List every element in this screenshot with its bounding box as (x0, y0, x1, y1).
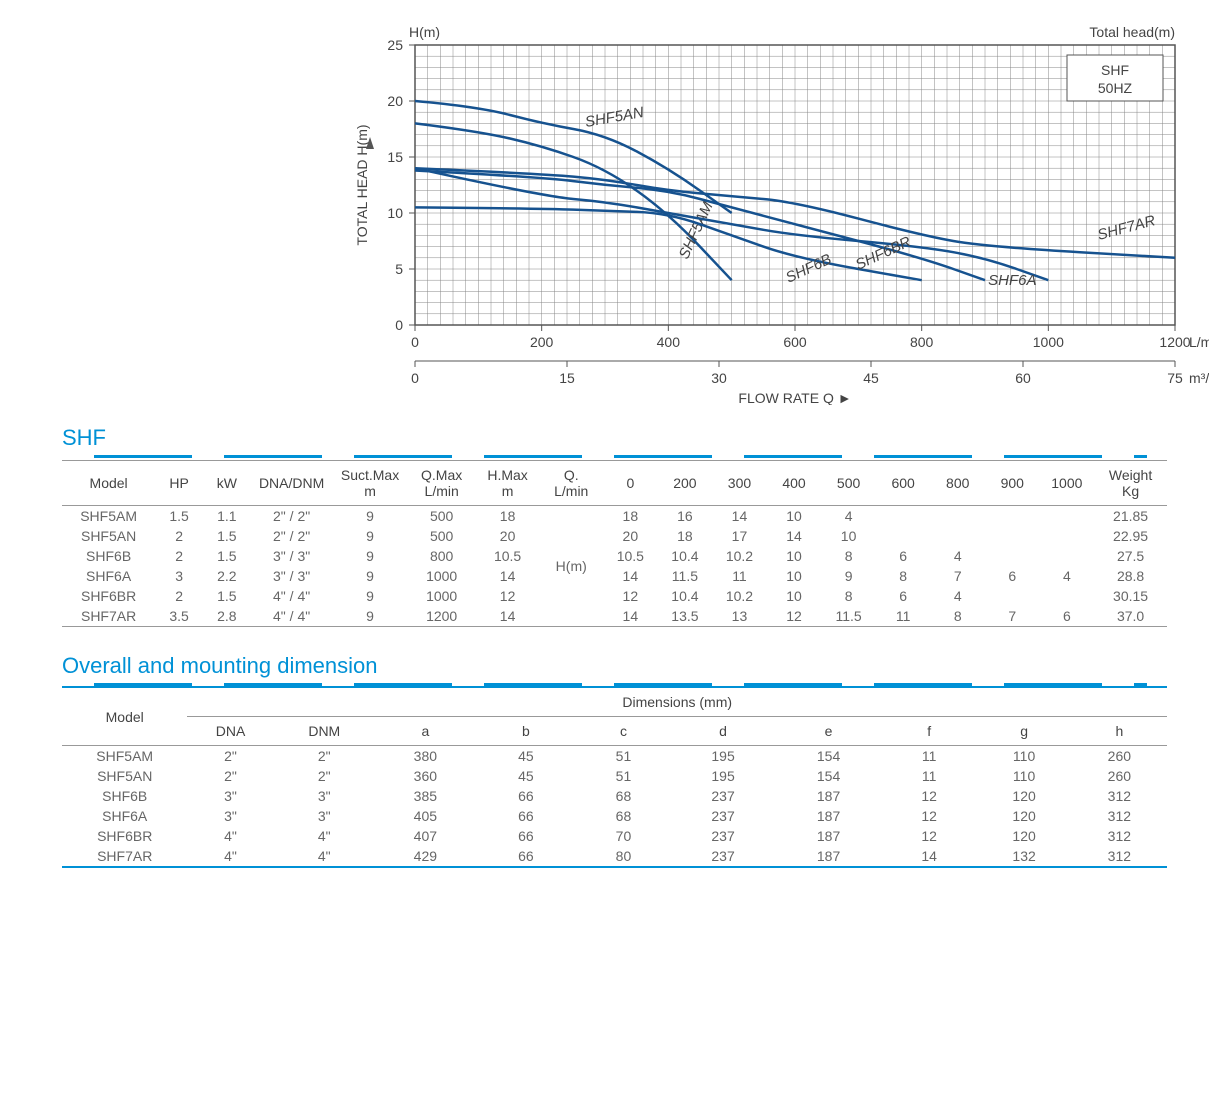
pump-curve-chart: 0510152025020040060080010001200L/min0153… (175, 10, 1035, 405)
perf-col-3: DNA/DNM (251, 461, 333, 506)
svg-text:0: 0 (411, 334, 419, 350)
svg-text:1200: 1200 (1159, 334, 1190, 350)
perf-row: SHF5AM1.51.12" / 2"950018H(m)18161410421… (62, 506, 1167, 527)
dim-row: SHF5AM2"2"380455119515411110260 (62, 746, 1167, 767)
dim-table: Model Dimensions (mm) DNADNMabcdefgh SHF… (62, 686, 1167, 868)
svg-text:10: 10 (387, 205, 403, 221)
svg-text:50HZ: 50HZ (1097, 80, 1132, 96)
svg-text:1000: 1000 (1032, 334, 1063, 350)
perf-col-12: 500 (821, 461, 876, 506)
svg-text:SHF5AM: SHF5AM (675, 199, 716, 262)
perf-col-2: kW (203, 461, 251, 506)
svg-text:SHF5AN: SHF5AN (583, 104, 644, 131)
svg-text:60: 60 (1015, 370, 1031, 386)
svg-text:400: 400 (656, 334, 680, 350)
perf-row: SHF6B21.53" / 3"980010.510.510.410.21086… (62, 546, 1167, 566)
perf-row: SHF6BR21.54" / 4"91000121210.410.2108643… (62, 586, 1167, 606)
dim-col-1: DNA (187, 717, 273, 746)
dim-col-5: c (576, 717, 671, 746)
svg-text:SHF6A: SHF6A (988, 272, 1036, 289)
svg-text:SHF7AR: SHF7AR (1095, 212, 1157, 244)
svg-text:15: 15 (387, 149, 403, 165)
svg-text:200: 200 (529, 334, 553, 350)
dim-row: SHF5AN2"2"360455119515411110260 (62, 766, 1167, 786)
dim-col-6: d (671, 717, 776, 746)
dim-col-8: f (882, 717, 977, 746)
perf-table: ModelHPkWDNA/DNMSuct.MaxmQ.MaxL/minH.Max… (62, 460, 1167, 627)
svg-text:L/min: L/min (1189, 334, 1209, 350)
perf-row: SHF7AR3.52.84" / 4"91200141413.5131211.5… (62, 606, 1167, 627)
perf-col-13: 600 (876, 461, 931, 506)
perf-col-1: HP (155, 461, 203, 506)
svg-text:20: 20 (387, 93, 403, 109)
perf-col-9: 200 (658, 461, 713, 506)
svg-text:30: 30 (711, 370, 727, 386)
svg-text:45: 45 (863, 370, 879, 386)
dim-row: SHF6B3"3"385666823718712120312 (62, 786, 1167, 806)
dim-super-header: Dimensions (mm) (187, 687, 1167, 717)
perf-row: SHF5AN21.52" / 2"950020201817141022.95 (62, 526, 1167, 546)
dim-col-3: a (375, 717, 476, 746)
dim-row: SHF6BR4"4"407667023718712120312 (62, 826, 1167, 846)
perf-col-4: Suct.Maxm (333, 461, 408, 506)
svg-text:800: 800 (909, 334, 933, 350)
svg-text:75: 75 (1167, 370, 1183, 386)
dim-section-title: Overall and mounting dimension (62, 653, 1199, 679)
dim-row: SHF7AR4"4"429668023718714132312 (62, 846, 1167, 867)
svg-text:600: 600 (783, 334, 807, 350)
dim-col-2: DNM (274, 717, 375, 746)
perf-col-16: 1000 (1040, 461, 1095, 506)
svg-text:m³/h: m³/h (1189, 370, 1209, 386)
perf-col-0: Model (62, 461, 155, 506)
perf-col-10: 300 (712, 461, 767, 506)
svg-text:15: 15 (559, 370, 575, 386)
dim-col-4: b (476, 717, 576, 746)
dim-row: SHF6A3"3"405666823718712120312 (62, 806, 1167, 826)
perf-section-title: SHF (62, 425, 1199, 451)
perf-col-11: 400 (767, 461, 822, 506)
dim-col-10: h (1072, 717, 1167, 746)
svg-text:0: 0 (411, 370, 419, 386)
dim-col-7: e (775, 717, 881, 746)
perf-col-7: Q.L/min (539, 461, 603, 506)
svg-text:SHF6B: SHF6B (783, 251, 834, 287)
svg-text:5: 5 (395, 261, 403, 277)
perf-col-15: 900 (985, 461, 1040, 506)
svg-text:Total head(m): Total head(m) (1089, 24, 1175, 40)
dim-col-model: Model (62, 687, 187, 746)
dim-rule (62, 683, 1147, 686)
svg-text:H(m): H(m) (409, 24, 440, 40)
perf-col-6: H.Maxm (476, 461, 540, 506)
svg-text:TOTAL HEAD H(m): TOTAL HEAD H(m) (354, 124, 370, 245)
perf-rowlabel: H(m) (539, 506, 603, 627)
perf-row: SHF6A32.23" / 3"91000141411.511109876428… (62, 566, 1167, 586)
svg-text:SHF: SHF (1101, 62, 1129, 78)
svg-text:FLOW RATE Q ►: FLOW RATE Q ► (738, 390, 851, 405)
perf-rule (62, 455, 1147, 458)
perf-col-5: Q.MaxL/min (408, 461, 476, 506)
perf-col-8: 0 (603, 461, 658, 506)
dim-col-9: g (977, 717, 1072, 746)
perf-col-17: WeightKg (1094, 461, 1167, 506)
perf-col-14: 800 (930, 461, 985, 506)
svg-text:25: 25 (387, 37, 403, 53)
svg-text:0: 0 (395, 317, 403, 333)
